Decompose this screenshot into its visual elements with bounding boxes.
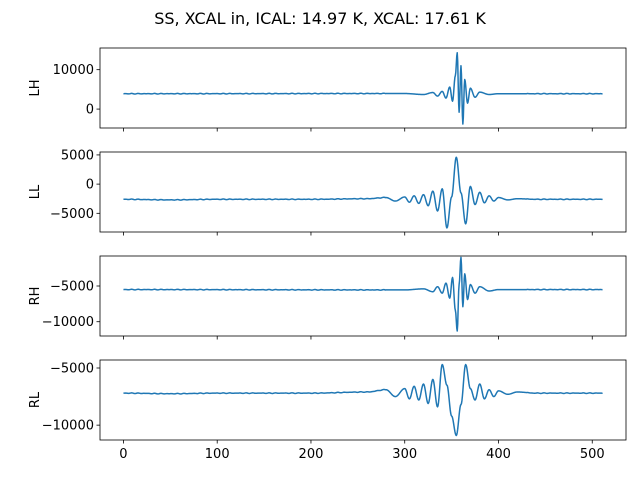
axes-frame	[99, 359, 627, 441]
y-tick-label: 0	[86, 103, 94, 118]
x-tick-label: 400	[486, 447, 511, 462]
y-tick-label: −5000	[50, 207, 94, 222]
y-axis-label: RH	[28, 287, 43, 306]
y-tick-label: −5000	[50, 362, 94, 377]
y-tick-label: −10000	[42, 315, 94, 330]
axes-frame	[99, 255, 627, 337]
y-tick-label: 0	[86, 178, 94, 193]
axes-frame	[99, 151, 627, 233]
y-tick-label: −10000	[42, 419, 94, 434]
y-tick-label: −5000	[50, 280, 94, 295]
y-tick-label: 5000	[61, 148, 94, 163]
series-line-rl	[123, 363, 603, 437]
x-tick-label: 0	[119, 447, 127, 462]
y-axis-label: LL	[28, 184, 43, 199]
chart-title: SS, XCAL in, ICAL: 14.97 K, XCAL: 17.61 …	[154, 9, 486, 28]
y-axis-label: LH	[28, 79, 43, 96]
y-tick-label: 10000	[53, 63, 94, 78]
y-axis-label: RL	[28, 391, 43, 408]
x-tick-label: 200	[299, 447, 324, 462]
x-tick-label: 500	[580, 447, 605, 462]
subplot-panels: 010000LH−500005000LL−10000−5000RH−10000−…	[28, 47, 627, 462]
subplot-ll: −5000 0 5000 LL	[28, 148, 627, 236]
subplot-lh: 0 10000 LH	[28, 47, 627, 132]
x-tick-label: 300	[392, 447, 417, 462]
x-tick-label: 100	[205, 447, 230, 462]
subplot-rh: −10000 −5000 RH	[28, 255, 627, 340]
series-line-lh	[123, 51, 603, 125]
series-line-ll	[123, 156, 603, 229]
subplot-rl: −10000 −5000 RL 0 100 200 300 400 500	[28, 359, 627, 462]
series-line-rh	[123, 256, 603, 332]
axes-frame	[99, 47, 627, 129]
